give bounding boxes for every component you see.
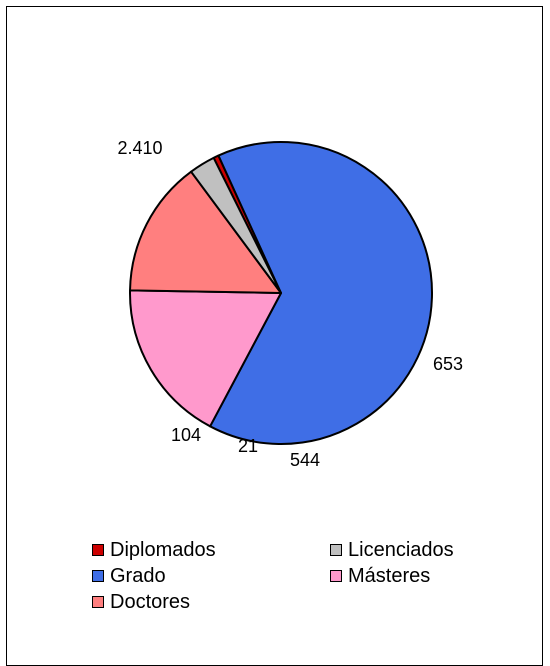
data-label-licenciados: 104 xyxy=(171,425,201,445)
legend-item-licenciados: Licenciados xyxy=(330,540,454,560)
legend-label-diplomados: Diplomados xyxy=(110,539,216,561)
legend-swatch-doctores xyxy=(92,596,104,608)
legend-item-diplomados: Diplomados xyxy=(92,540,216,560)
legend-label-doctores: Doctores xyxy=(110,591,191,613)
legend-swatch-licenciados xyxy=(330,544,342,556)
legend-swatch-grado xyxy=(92,570,104,582)
data-label-doctores: 544 xyxy=(290,450,320,470)
data-label-grado: 2.410 xyxy=(117,138,162,158)
pie-slice-masteres xyxy=(129,289,282,428)
pie-value-labels: 21 2.410 653 544 104 xyxy=(117,138,463,470)
legend-swatch-diplomados xyxy=(92,544,104,556)
pie-slice-doctores xyxy=(129,170,282,294)
pie-chart: 21 2.410 653 544 104 xyxy=(117,138,463,470)
legend-label-grado: Grado xyxy=(110,565,166,587)
legend-item-masteres: Másteres xyxy=(330,566,430,586)
legend-label-masteres: Másteres xyxy=(348,565,431,587)
data-label-masteres: 653 xyxy=(433,354,463,374)
pie-slice-grado xyxy=(209,141,433,445)
legend-swatch-masteres xyxy=(330,570,342,582)
legend-item-grado: Grado xyxy=(92,566,166,586)
pie-slice-licenciados xyxy=(190,156,282,294)
pie-slices xyxy=(129,141,433,445)
legend-item-doctores: Doctores xyxy=(92,592,190,612)
data-label-diplomados: 21 xyxy=(238,436,258,456)
legend-label-licenciados: Licenciados xyxy=(348,539,454,561)
